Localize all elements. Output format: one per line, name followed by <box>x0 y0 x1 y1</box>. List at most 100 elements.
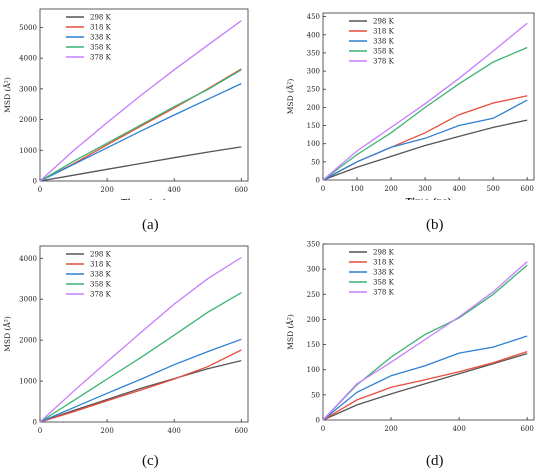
legend-label: 298 K <box>373 18 395 26</box>
legend-label: 318 K <box>90 24 112 32</box>
x-tick-label: 200 <box>100 186 113 194</box>
y-tick-label: 100 <box>307 366 320 374</box>
chart-panel-c: 020040060001000200030004000Time (ps)MSD … <box>3 245 249 435</box>
legend-label: 358 K <box>373 279 395 287</box>
series-line <box>39 338 242 423</box>
plot-frame <box>322 243 535 421</box>
y-tick-label: 250 <box>307 86 320 94</box>
x-tick-label: 400 <box>452 425 465 433</box>
legend-label: 318 K <box>90 261 112 269</box>
series-line <box>39 69 242 182</box>
x-tick-label: 500 <box>486 185 499 193</box>
y-tick-label: 350 <box>307 49 320 57</box>
x-tick-label: 200 <box>384 185 397 193</box>
x-axis-label: Time (ps) <box>406 436 452 437</box>
y-tick-label: 50 <box>311 391 320 399</box>
y-tick-label: 3000 <box>19 85 37 93</box>
y-axis-label: MSD (Å²) <box>3 316 12 352</box>
y-tick-label: 0 <box>316 417 320 425</box>
x-tick-label: 600 <box>521 425 534 433</box>
y-tick-label: 250 <box>307 291 320 299</box>
legend-label: 298 K <box>90 14 112 22</box>
plot-frame <box>322 12 535 181</box>
x-tick-label: 600 <box>235 427 248 435</box>
series-line <box>322 22 528 181</box>
chart-panel-a: 0 200 400 600 0 1000 2000 3000 4000 5000 Time (ps)… <box>3 8 249 200</box>
legend-label: 318 K <box>373 28 395 36</box>
legend-label: 338 K <box>373 269 395 277</box>
y-tick-label: 1000 <box>19 378 37 386</box>
x-tick-label: 600 <box>235 186 248 194</box>
y-tick-label: 3000 <box>19 296 37 304</box>
legend-label: 298 K <box>90 251 112 259</box>
x-tick-label: 400 <box>168 427 181 435</box>
x-tick-label: 200 <box>384 425 397 433</box>
series-line <box>39 349 242 423</box>
y-tick-label: 2000 <box>19 116 37 124</box>
legend-label: 358 K <box>90 44 112 52</box>
y-tick-label: 4000 <box>19 55 37 63</box>
x-tick-label: 200 <box>100 427 113 435</box>
series-line <box>322 46 528 181</box>
series-line <box>322 264 528 421</box>
legend-label: 338 K <box>90 34 112 42</box>
y-tick-label: 2000 <box>19 337 37 345</box>
legend-label: 378 K <box>373 58 395 66</box>
y-tick-label: 50 <box>311 158 320 166</box>
y-tick-label: 4000 <box>19 255 37 263</box>
series-line <box>39 359 242 423</box>
legend-label: 378 K <box>90 291 112 299</box>
y-tick-label: 5000 <box>19 24 37 32</box>
series-line <box>39 256 242 423</box>
legend-label: 378 K <box>373 289 395 297</box>
legend-label: 298 K <box>373 249 395 257</box>
series-line <box>39 83 242 182</box>
chart-panel-b: 0 100 200 300 400 500 600 0 50 100 150 200 250 300 350… <box>286 12 535 200</box>
y-axis-label: MSD (Å²) <box>286 314 295 350</box>
legend-label: 358 K <box>90 281 112 289</box>
y-tick-label: 0 <box>33 419 37 427</box>
x-tick-label: 0 <box>38 186 42 194</box>
series-line <box>322 352 528 421</box>
x-tick-label: 400 <box>452 185 465 193</box>
plot-frame <box>39 245 249 423</box>
legend-label: 358 K <box>373 48 395 56</box>
caption-a: (a) <box>142 217 159 233</box>
y-tick-label: 350 <box>307 241 320 249</box>
y-tick-label: 450 <box>307 13 320 21</box>
y-axis-label: MSD (Å²) <box>3 77 12 113</box>
caption-c: (c) <box>142 453 159 469</box>
plot-frame <box>39 8 249 182</box>
caption-b: (b) <box>426 217 444 233</box>
y-tick-label: 150 <box>307 122 320 130</box>
y-tick-label: 0 <box>316 177 320 185</box>
y-tick-label: 300 <box>307 266 320 274</box>
y-tick-label: 100 <box>307 140 320 148</box>
y-tick-label: 1000 <box>19 147 37 155</box>
series-line <box>322 99 528 181</box>
series-line <box>322 261 528 421</box>
x-tick-label: 0 <box>321 425 325 433</box>
x-axis-label: Time (ps) <box>406 196 452 200</box>
y-axis-label: MSD (Å²) <box>286 79 295 115</box>
legend-label: 338 K <box>373 38 395 46</box>
series-line <box>322 350 528 421</box>
series-line <box>322 119 528 181</box>
series-line <box>322 335 528 421</box>
x-tick-label: 600 <box>521 185 534 193</box>
x-tick-label: 0 <box>38 427 42 435</box>
series-line <box>39 20 242 182</box>
x-tick-label: 300 <box>418 185 431 193</box>
y-tick-label: 0 <box>33 178 37 186</box>
y-tick-label: 200 <box>307 104 320 112</box>
x-axis-label: Time (ps) <box>121 197 167 200</box>
y-tick-label: 300 <box>307 68 320 76</box>
y-tick-label: 150 <box>307 341 320 349</box>
chart-panel-d: 0 200 400 600 0 50 100 150 200 250 300 350 Time (ps)… <box>286 241 535 437</box>
legend-label: 338 K <box>90 271 112 279</box>
legend-label: 378 K <box>90 54 112 62</box>
legend-label: 318 K <box>373 259 395 267</box>
y-tick-label: 400 <box>307 31 320 39</box>
x-tick-label: 0 <box>321 185 325 193</box>
